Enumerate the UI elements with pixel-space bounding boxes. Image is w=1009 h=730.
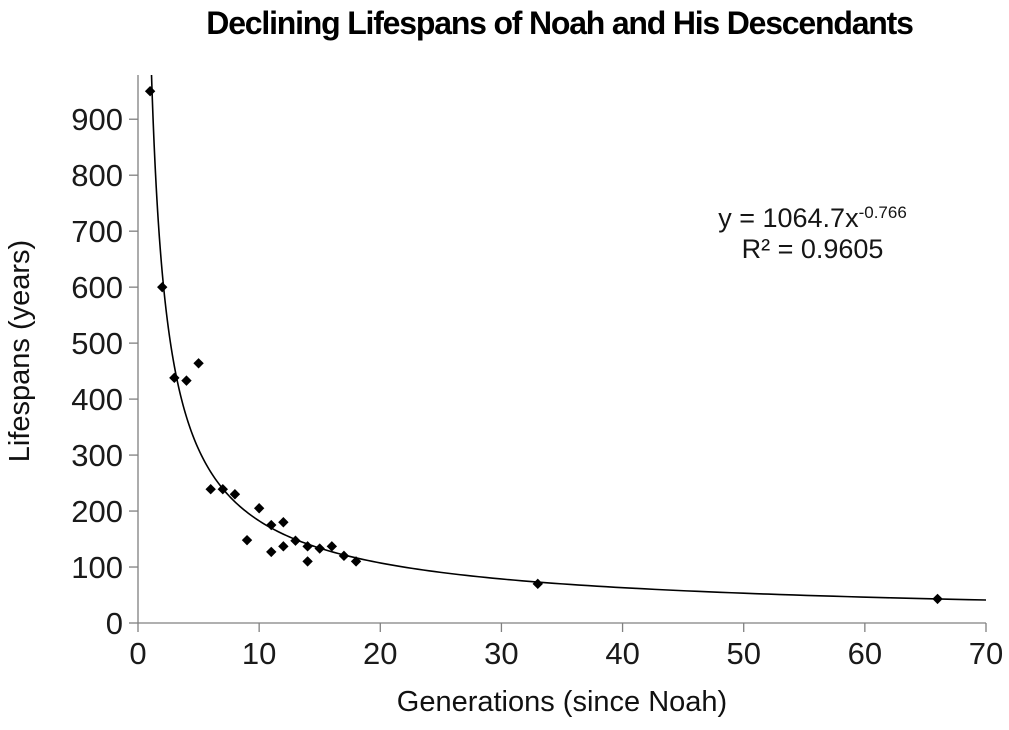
trendline-curve: [150, 74, 986, 601]
x-tick-label: 20: [363, 636, 397, 671]
data-point: [532, 578, 543, 590]
trendline-equation-line: y = 1064.7x-0.766: [645, 203, 980, 234]
y-tick-label: 600: [71, 270, 123, 305]
data-point: [932, 593, 943, 605]
r-squared-text: R² = 0.9605: [741, 234, 884, 265]
data-point: [278, 517, 289, 528]
y-tick-label: 300: [71, 438, 123, 473]
data-point: [217, 484, 228, 495]
data-point: [350, 556, 362, 567]
data-point: [338, 550, 350, 562]
y-tick-label: 200: [71, 494, 123, 529]
equation-exponent-text: -0.766: [858, 203, 907, 222]
data-point: [181, 375, 192, 386]
x-tick-label: 40: [605, 636, 639, 671]
data-point: [314, 543, 325, 554]
y-tick-label: 800: [71, 158, 123, 193]
data-point: [266, 546, 277, 558]
x-tick-label: 0: [129, 636, 146, 671]
data-point: [144, 86, 156, 97]
data-point: [169, 372, 180, 384]
y-tick-label: 100: [71, 550, 123, 585]
data-point: [241, 534, 253, 546]
data-point: [253, 503, 265, 514]
data-point: [205, 484, 216, 495]
y-tick-label: 400: [71, 382, 123, 417]
y-tick-label: 900: [71, 102, 123, 137]
data-point: [229, 489, 241, 500]
data-point: [302, 541, 313, 552]
x-tick-label: 70: [969, 636, 1003, 671]
data-point: [326, 541, 338, 552]
data-point: [193, 358, 204, 369]
x-tick-label: 60: [848, 636, 882, 671]
data-point: [157, 281, 168, 293]
x-axis-title: Generations (since Noah): [396, 686, 728, 718]
data-point: [302, 556, 313, 567]
x-tick-label: 30: [484, 636, 518, 671]
data-point: [290, 535, 301, 546]
x-tick-label: 50: [726, 636, 760, 671]
trendline-equation: y = 1064.7x-0.766 R² = 0.9605: [645, 203, 980, 265]
x-tick-label: 10: [242, 636, 276, 671]
y-tick-label: 500: [71, 326, 123, 361]
equation-base-text: y = 1064.7x: [718, 203, 859, 233]
y-tick-label: 700: [71, 214, 123, 249]
data-point: [266, 519, 277, 531]
data-point: [278, 541, 289, 552]
y-tick-label: 0: [106, 606, 123, 641]
chart-title: Declining Lifespans of Noah and His Desc…: [206, 5, 914, 41]
